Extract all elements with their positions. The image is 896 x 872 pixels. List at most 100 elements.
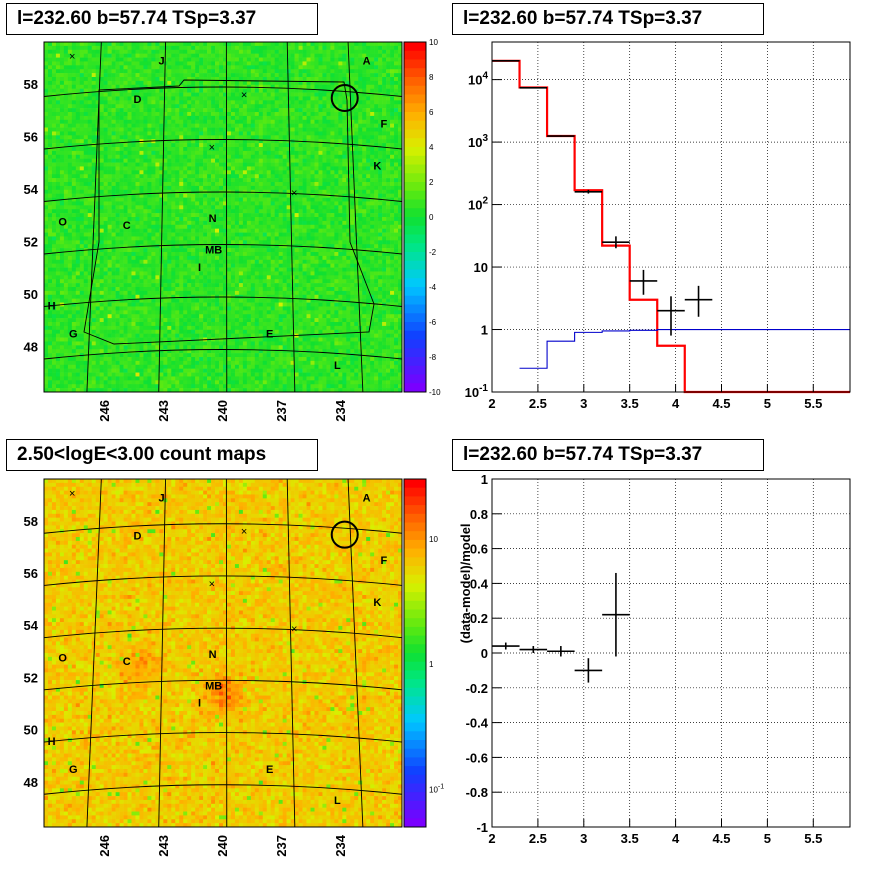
map-bottom-lat-tick: 52 xyxy=(24,670,38,685)
spectrum-x-tick: 3 xyxy=(580,396,587,411)
map-top-title: l=232.60 b=57.74 TSp=3.37 xyxy=(6,3,318,35)
map-top-coord-grid xyxy=(43,41,403,393)
map-bottom-colorbar-tick: 1 xyxy=(429,660,434,669)
spectrum-data-point xyxy=(657,296,685,336)
residual-y-tick: 0.2 xyxy=(470,611,488,626)
residual-data-point xyxy=(492,642,520,650)
map-bottom-lon-tick: 243 xyxy=(156,835,171,857)
residual-x-tick: 4.5 xyxy=(712,831,730,846)
map-bottom-source-label: A xyxy=(363,492,371,504)
map-top-source-label: J xyxy=(159,56,165,68)
residual-x-tick: 5.5 xyxy=(804,831,822,846)
map-top-lat-tick: 50 xyxy=(24,287,38,302)
map-top-x-mark: × xyxy=(69,51,75,63)
residual-data-point xyxy=(602,572,630,657)
map-bottom-lat-tick: 58 xyxy=(24,514,38,529)
spectrum-x-tick: 3.5 xyxy=(621,396,639,411)
map-top-source-label: I xyxy=(198,262,201,274)
spectrum-background-line xyxy=(519,328,850,369)
map-bottom-source-label: G xyxy=(69,764,78,776)
map-top-frame xyxy=(43,41,403,393)
map-bottom-source-label: H xyxy=(48,736,56,748)
residual-y-tick: 0 xyxy=(481,646,488,661)
spectrum-grid xyxy=(491,42,850,393)
residual-y-label: (data-model)/model xyxy=(458,523,473,643)
map-top-lat-tick: 56 xyxy=(24,130,38,145)
residual-grid xyxy=(491,478,850,828)
residual-y-tick: 0.8 xyxy=(470,507,488,522)
map-bottom-lat-tick: 50 xyxy=(24,723,38,738)
map-bottom-colorbar-tick: 10 xyxy=(429,535,438,544)
spectrum-data-point xyxy=(574,189,603,194)
spectrum-y-tick: 104 xyxy=(468,71,488,88)
spectrum-x-tick: 4.5 xyxy=(712,396,730,411)
map-top-source-label: D xyxy=(134,94,142,106)
map-top-colorbar-tick: -6 xyxy=(429,318,437,327)
map-top-colorbar-tick: -10 xyxy=(429,388,441,397)
residual-frame xyxy=(491,478,851,828)
map-top-source-label: MB xyxy=(205,245,222,257)
map-bottom-frame xyxy=(43,478,403,828)
map-top-source-label: L xyxy=(334,360,341,372)
spectrum-data-point xyxy=(492,60,520,62)
residual-y-tick: 0.4 xyxy=(470,576,489,591)
map-top-source-label: G xyxy=(69,329,78,341)
map-top-colorbar-tick: -4 xyxy=(429,283,437,292)
map-top-colorbar-tick: -8 xyxy=(429,353,437,362)
map-bottom-title: 2.50<logE<3.00 count maps xyxy=(6,439,318,471)
map-top-heatmap xyxy=(44,42,403,393)
map-bottom-colorbar xyxy=(403,478,427,828)
spectrum-frame xyxy=(491,41,851,393)
map-bottom-source-label: O xyxy=(58,652,67,664)
map-top-colorbar-tick: 10 xyxy=(429,38,438,47)
map-top-colorbar-tick: 0 xyxy=(429,213,434,222)
map-top-colorbar-tick: 2 xyxy=(429,178,434,187)
spectrum-model-line xyxy=(492,59,850,394)
spectrum-data-point xyxy=(629,269,658,295)
residual-data-point xyxy=(547,646,575,657)
residual-x-tick: 5 xyxy=(764,831,771,846)
map-top-lat-tick: 52 xyxy=(24,235,38,250)
map-bottom-x-mark: × xyxy=(69,488,75,500)
residual-x-tick: 2 xyxy=(488,831,495,846)
map-top-colorbar-tick: 8 xyxy=(429,73,434,82)
map-bottom-source-label: N xyxy=(209,649,217,661)
map-bottom-source-circle xyxy=(330,520,359,549)
map-top-source-label: F xyxy=(381,119,388,131)
map-top-colorbar-tick: -2 xyxy=(429,248,437,257)
residual-x-tick: 4 xyxy=(672,831,680,846)
map-bottom-x-mark: × xyxy=(209,578,215,590)
map-top-colorbar-tick: 4 xyxy=(429,143,434,152)
map-bottom-colorbar-tick: 10-1 xyxy=(429,783,444,794)
map-bottom-x-mark: × xyxy=(241,526,247,538)
map-top-lat-tick: 48 xyxy=(24,340,38,355)
map-top-lon-tick: 237 xyxy=(274,400,289,422)
spectrum-y-tick: 103 xyxy=(468,133,488,150)
residual-y-tick: 0.6 xyxy=(470,542,488,557)
map-bottom-coord-grid xyxy=(43,478,403,828)
map-bottom-source-label: I xyxy=(198,698,201,710)
residual-y-tick: -0.8 xyxy=(466,785,488,800)
map-bottom-heatmap xyxy=(44,479,403,828)
map-bottom-source-label: E xyxy=(266,764,273,776)
map-top-lon-tick: 234 xyxy=(333,399,348,421)
map-top-lon-tick: 240 xyxy=(215,400,230,422)
map-top-source-label: K xyxy=(373,161,381,173)
map-top-source-label: E xyxy=(266,329,273,341)
map-bottom-lon-tick: 240 xyxy=(215,835,230,857)
residual-y-tick: -0.6 xyxy=(466,750,488,765)
residual-x-tick: 3.5 xyxy=(621,831,639,846)
residual-y-tick: -0.4 xyxy=(466,716,489,731)
spectrum-y-tick: 102 xyxy=(468,196,488,213)
spectrum-data-point xyxy=(602,236,630,249)
map-top-lat-tick: 54 xyxy=(24,182,39,197)
spectrum-y-tick: 1 xyxy=(481,323,488,338)
map-bottom-source-label: MB xyxy=(205,680,222,692)
map-top-source-label: H xyxy=(48,301,56,313)
map-top-colorbar xyxy=(403,41,427,393)
spectrum-x-tick: 2 xyxy=(488,396,495,411)
map-top-source-label: C xyxy=(123,220,131,232)
map-bottom-source-label: C xyxy=(123,656,131,668)
map-top-colorbar-tick: 6 xyxy=(429,108,434,117)
